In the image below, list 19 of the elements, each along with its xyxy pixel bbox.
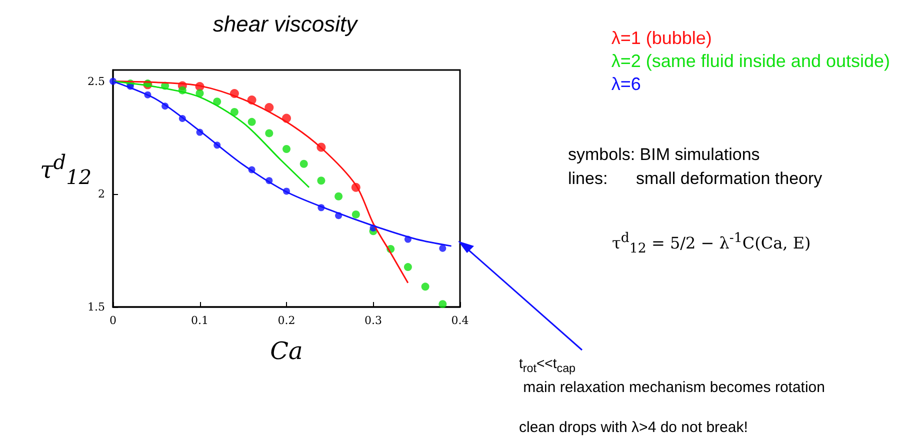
y-tick-label: 2.5 — [88, 74, 105, 88]
x-tick-label: 0.1 — [191, 314, 208, 327]
text: main relaxation mechanism becomes rotation — [522, 379, 825, 396]
y-tick-label: 1.5 — [88, 300, 105, 314]
x-tick-label: 0.2 — [278, 314, 296, 327]
text: τ$^{d}$$_{12}$ = 5/2 − λ$^{-1}$C(Ca, E) — [612, 231, 811, 258]
x-tick-label: 0.4 — [451, 314, 469, 327]
text: clean drops with λ>4 do not break! — [519, 419, 748, 436]
y-tick-label: 2 — [98, 188, 105, 201]
text: λ=1 (bubble) — [611, 28, 712, 48]
x-tick-label: 0 — [110, 314, 116, 327]
x-axis-title: Ca — [270, 337, 303, 365]
text: symbols: BIM simulations — [568, 145, 760, 165]
chart-title: shear viscosity — [212, 12, 360, 36]
text: lines: small deformation theory — [568, 169, 822, 189]
x-tick-label: 0.3 — [364, 314, 382, 327]
text: t$_{rot}$<<t$_{cap}$ — [519, 355, 576, 376]
text: λ=6 — [611, 74, 641, 94]
text: λ=2 (same fluid inside and outside) — [611, 51, 890, 71]
